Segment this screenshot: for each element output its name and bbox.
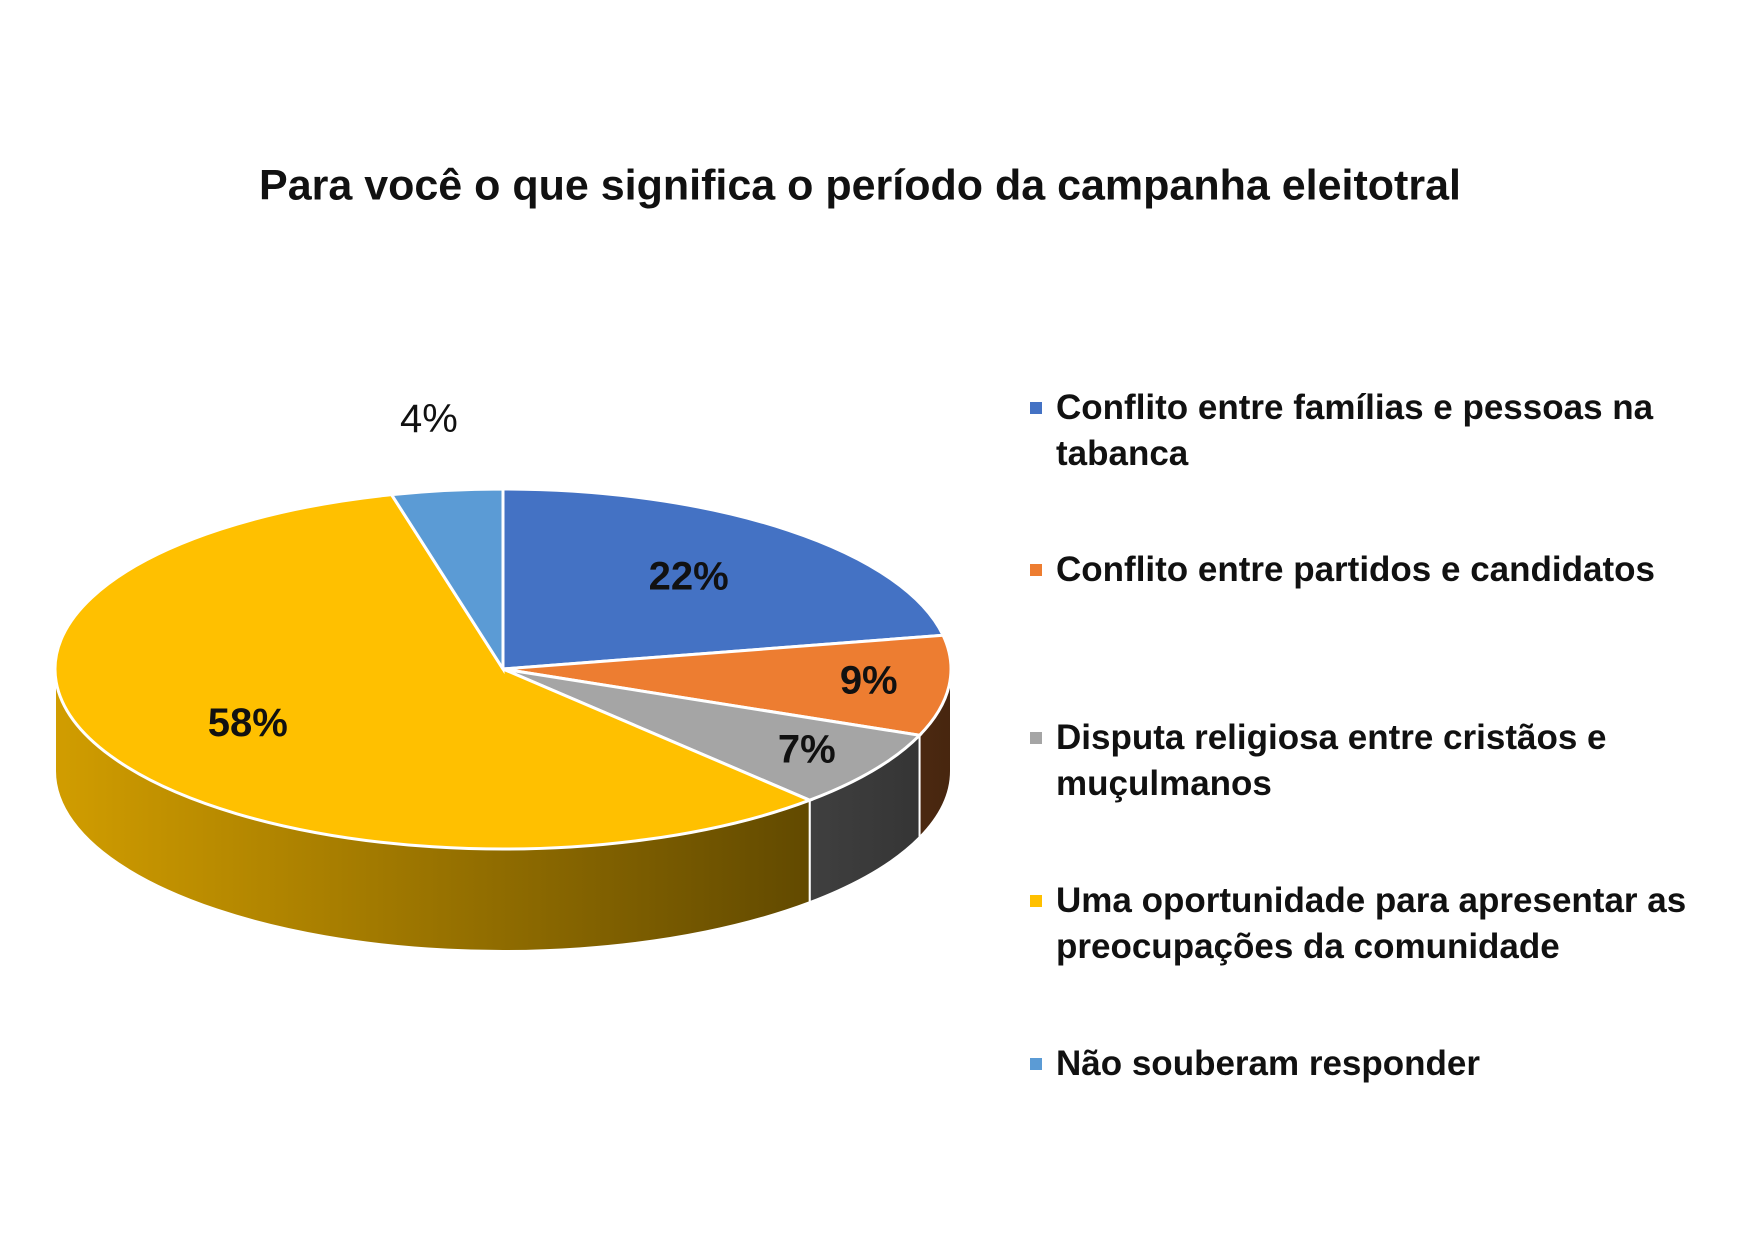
slice <box>502 667 923 802</box>
legend-swatch <box>1030 402 1042 414</box>
legend-swatch <box>1030 1058 1042 1070</box>
legend-swatch <box>1030 564 1042 576</box>
legend-item: Conflito entre partidos e candidatos <box>1030 547 1720 593</box>
legend-swatch <box>1030 895 1042 907</box>
slice <box>502 633 953 737</box>
legend-label: Conflito entre partidos e candidatos <box>1056 550 1655 589</box>
data-label: 7% <box>778 728 836 772</box>
slice <box>389 487 505 675</box>
legend-label: Não souberam responder <box>1056 1044 1480 1083</box>
data-label: 22% <box>649 554 729 598</box>
legend-swatch <box>1030 732 1042 744</box>
legend-item: Não souberam responder <box>1030 1041 1720 1087</box>
chart-title: Para você o que significa o período da c… <box>259 161 1461 209</box>
legend-label: Uma oportunidade para apresentar as preo… <box>1056 881 1687 966</box>
legend-item: Uma oportunidade para apresentar as preo… <box>1030 878 1720 970</box>
legend-label: Disputa religiosa entre cristãos e muçul… <box>1056 718 1607 803</box>
legend-item: Conflito entre famílias e pessoas na tab… <box>1030 385 1720 477</box>
data-label: 9% <box>840 658 898 702</box>
data-label: 4% <box>400 397 458 441</box>
data-label: 58% <box>208 701 288 745</box>
legend-label: Conflito entre famílias e pessoas na tab… <box>1056 388 1654 473</box>
slice <box>53 493 814 851</box>
legend-item: Disputa religiosa entre cristãos e muçul… <box>1030 715 1720 807</box>
slice <box>501 487 946 671</box>
